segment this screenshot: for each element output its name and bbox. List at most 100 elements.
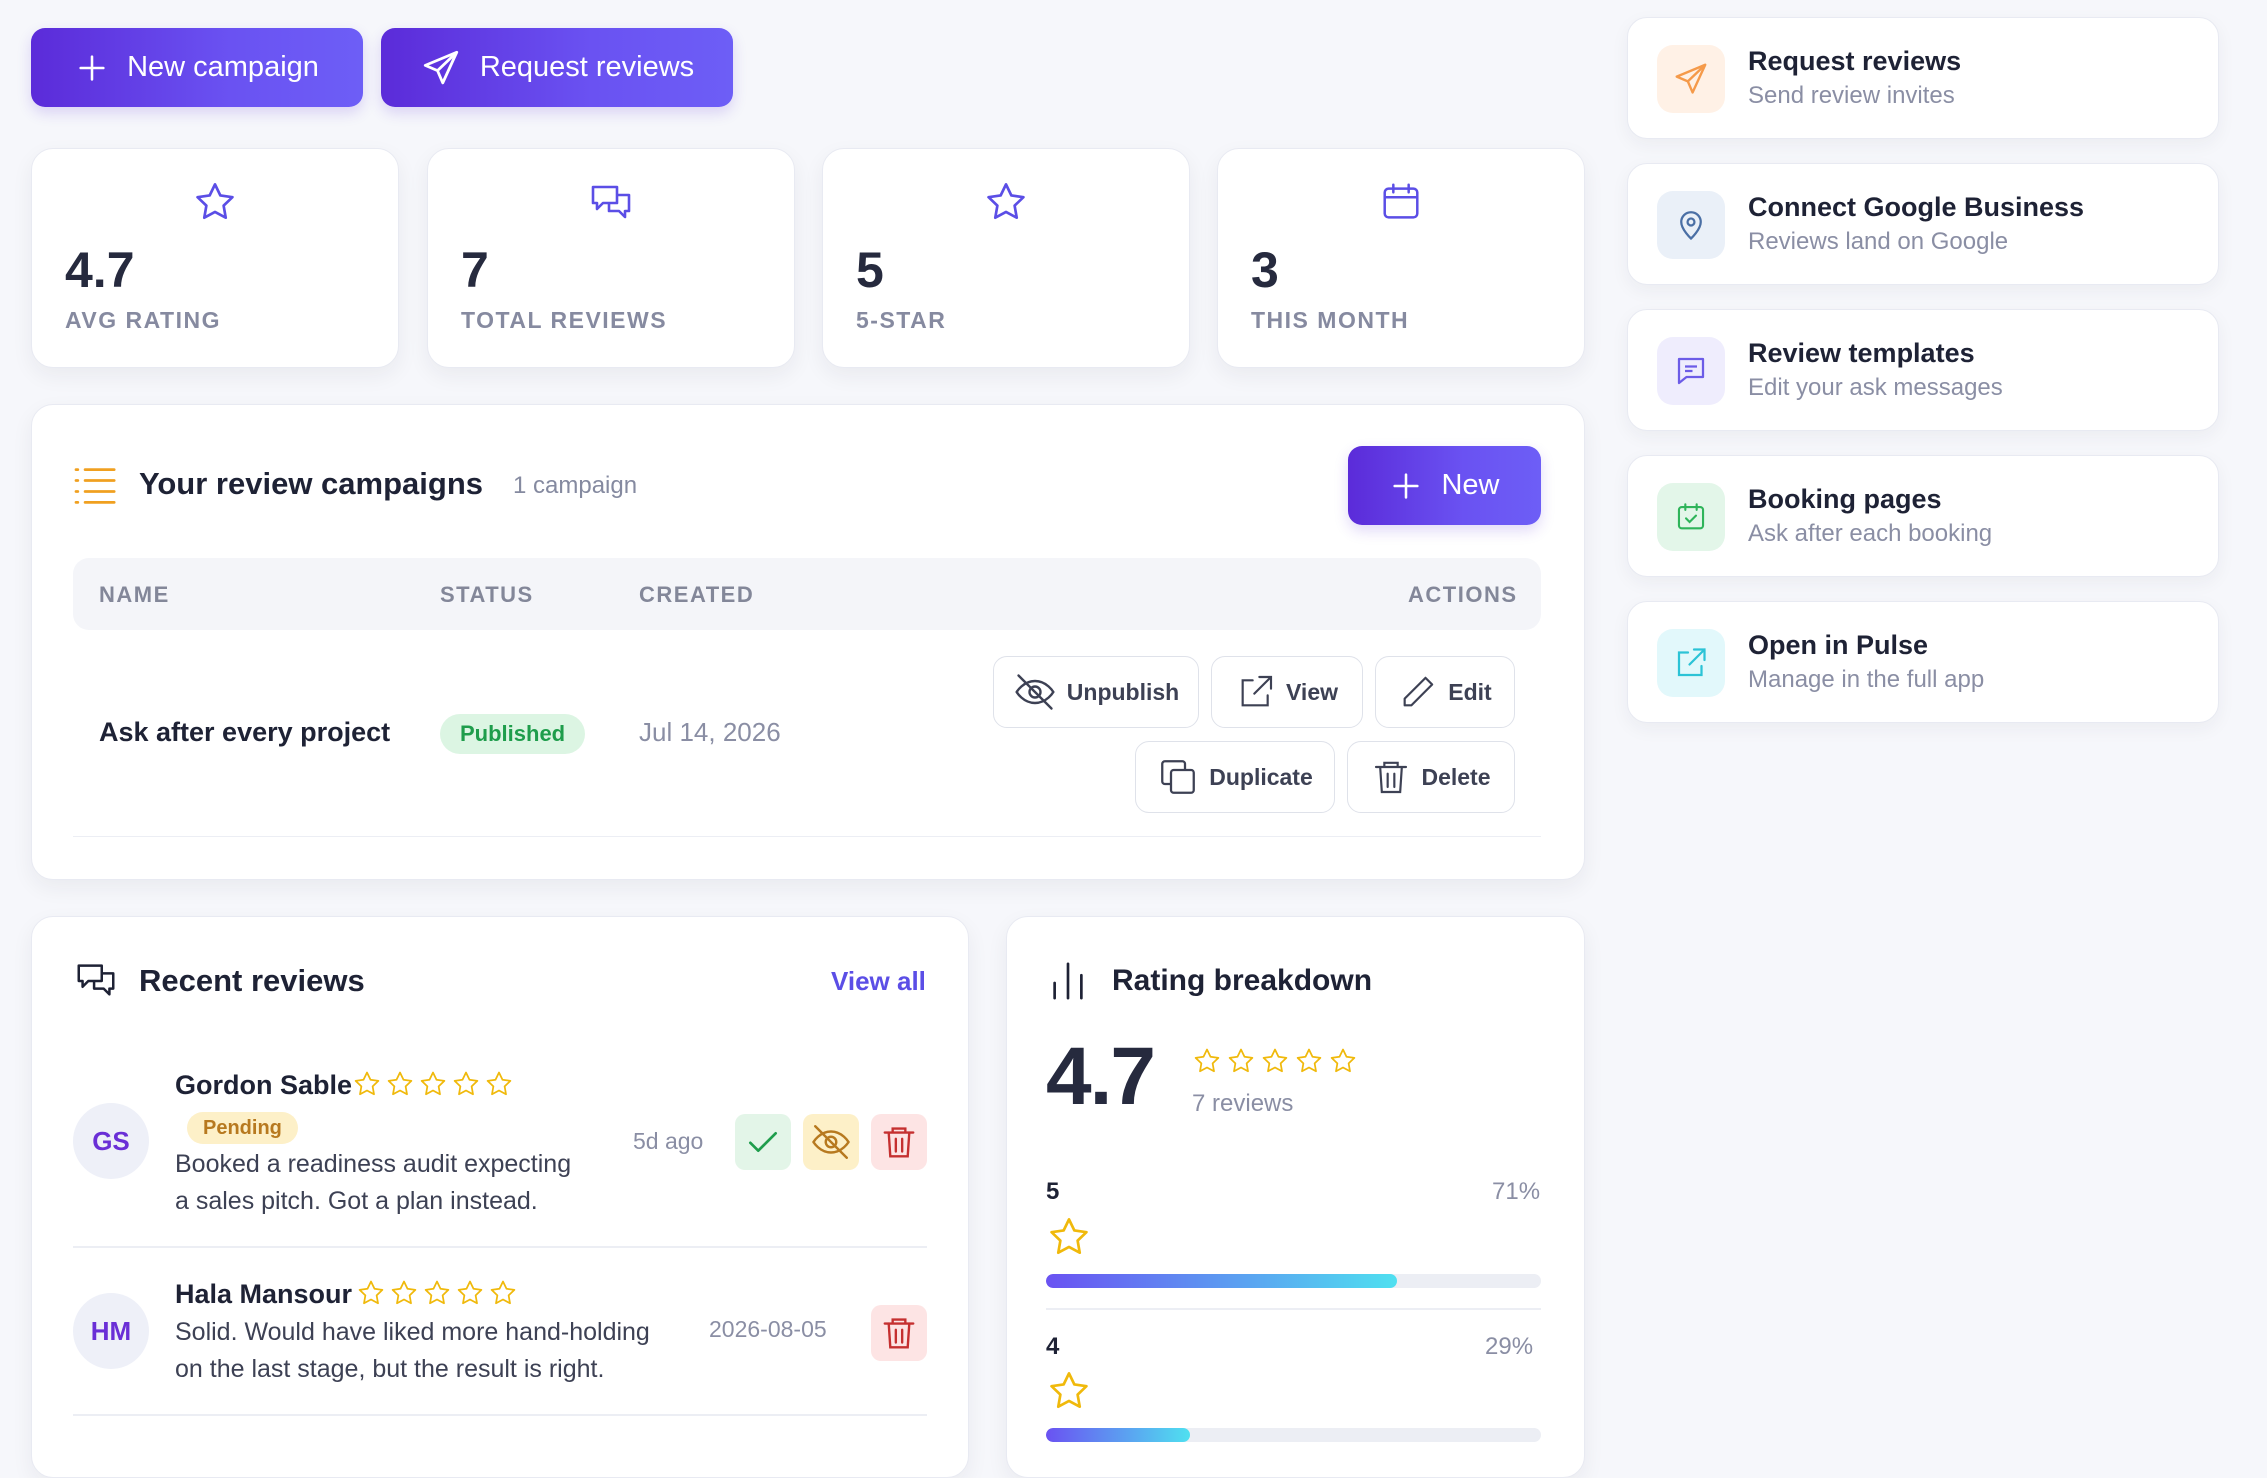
delete-review-button[interactable] bbox=[871, 1114, 927, 1170]
star-icon bbox=[196, 183, 234, 220]
eye-off-icon bbox=[1015, 674, 1055, 710]
divider bbox=[1046, 1308, 1541, 1310]
external-link-icon bbox=[1677, 648, 1706, 677]
status-badge: Published bbox=[440, 714, 586, 754]
breakdown-star-count: 5 bbox=[1046, 1178, 1060, 1205]
column-header-created[interactable]: CREATED bbox=[639, 582, 755, 607]
stat-label: TOTAL REVIEWS bbox=[461, 307, 668, 333]
sidebar-item-open-in-pulse[interactable]: Open in Pulse Manage in the full app bbox=[1627, 601, 2219, 723]
list-icon bbox=[74, 468, 116, 504]
icon-tile bbox=[1657, 337, 1725, 405]
new-label: New bbox=[1441, 469, 1500, 501]
rating-breakdown-title: Rating breakdown bbox=[1112, 964, 1373, 997]
reviewer-name: Hala Mansour bbox=[175, 1279, 353, 1309]
campaign-name[interactable]: Ask after every project bbox=[99, 717, 391, 747]
delete-label: Delete bbox=[1421, 763, 1491, 790]
divider bbox=[73, 1246, 927, 1248]
stat-card-five-star: 5 5-STAR bbox=[822, 148, 1190, 368]
sidebar-item-review-templates[interactable]: Review templates Edit your ask messages bbox=[1627, 309, 2219, 431]
sidebar-item-connect-google[interactable]: Connect Google Business Reviews land on … bbox=[1627, 163, 2219, 285]
delete-button[interactable]: Delete bbox=[1347, 741, 1515, 813]
stat-value: 4.7 bbox=[65, 242, 135, 298]
duplicate-button[interactable]: Duplicate bbox=[1135, 741, 1335, 813]
review-text-line: Solid. Would have liked more hand-holdin… bbox=[175, 1318, 650, 1346]
star-icon bbox=[387, 1071, 413, 1096]
request-reviews-button[interactable]: Request reviews bbox=[381, 28, 733, 107]
delete-review-button[interactable] bbox=[871, 1305, 927, 1361]
stat-card-this-month: 3 THIS MONTH bbox=[1217, 148, 1585, 368]
paper-plane-icon bbox=[1675, 63, 1707, 94]
star-rating bbox=[352, 1069, 514, 1099]
star-icon bbox=[457, 1280, 483, 1305]
sidebar-item-booking-pages[interactable]: Booking pages Ask after each booking bbox=[1627, 455, 2219, 577]
unpublish-label: Unpublish bbox=[1066, 678, 1180, 705]
pending-badge: Pending bbox=[187, 1112, 298, 1144]
avatar: HM bbox=[73, 1293, 149, 1369]
star-icon bbox=[1262, 1048, 1288, 1073]
breakdown-star-count: 4 bbox=[1046, 1333, 1060, 1360]
edit-button[interactable]: Edit bbox=[1375, 656, 1515, 728]
icon-tile bbox=[1657, 483, 1725, 551]
sidebar-item-title: Booking pages bbox=[1748, 484, 1942, 514]
eye-off-icon bbox=[812, 1125, 850, 1159]
star-icon bbox=[391, 1280, 417, 1305]
chat-bubbles-icon bbox=[77, 964, 115, 996]
new-button[interactable]: New bbox=[1348, 446, 1541, 525]
review-time: 5d ago bbox=[633, 1128, 704, 1154]
column-header-name[interactable]: NAME bbox=[99, 582, 170, 607]
breakdown-bar-fill bbox=[1046, 1274, 1398, 1288]
stat-card-total-reviews: 7 TOTAL REVIEWS bbox=[427, 148, 795, 368]
column-header-status[interactable]: STATUS bbox=[440, 582, 534, 607]
view-button[interactable]: View bbox=[1211, 656, 1363, 728]
stat-value: 3 bbox=[1251, 242, 1279, 298]
plus-icon bbox=[79, 54, 105, 81]
duplicate-label: Duplicate bbox=[1209, 763, 1313, 790]
view-label: View bbox=[1286, 678, 1338, 705]
star-icon bbox=[1296, 1048, 1322, 1073]
new-campaign-button[interactable]: New campaign bbox=[31, 28, 363, 107]
stat-value: 5 bbox=[856, 242, 884, 298]
star-icon bbox=[453, 1071, 479, 1096]
star-icon bbox=[358, 1280, 384, 1305]
star-rating bbox=[1192, 1046, 1358, 1076]
trash-icon bbox=[883, 1127, 915, 1158]
created-date: Jul 14, 2026 bbox=[639, 717, 781, 747]
recent-reviews-panel bbox=[31, 916, 969, 1478]
copy-icon bbox=[1161, 760, 1196, 794]
stat-label: 5-STAR bbox=[856, 307, 947, 333]
hide-button[interactable] bbox=[803, 1114, 859, 1170]
icon-tile bbox=[1657, 629, 1725, 697]
stat-card-avg-rating: 4.7 AVG RATING bbox=[31, 148, 399, 368]
star-icon bbox=[354, 1071, 380, 1096]
campaigns-title: Your review campaigns bbox=[139, 466, 483, 501]
calendar-check-icon bbox=[1677, 503, 1705, 530]
view-all-link[interactable]: View all bbox=[831, 966, 926, 996]
sidebar-item-title: Review templates bbox=[1748, 338, 1975, 368]
star-icon bbox=[490, 1280, 516, 1305]
star-icon bbox=[424, 1280, 450, 1305]
star-icon bbox=[1330, 1048, 1356, 1073]
message-square-icon bbox=[1677, 357, 1705, 385]
rating-breakdown-panel bbox=[1006, 916, 1585, 1478]
star-icon bbox=[486, 1071, 512, 1096]
stat-label: AVG RATING bbox=[65, 307, 221, 333]
bar-chart-icon bbox=[1053, 962, 1083, 1000]
breakdown-percent: 71% bbox=[1492, 1178, 1541, 1205]
unpublish-button[interactable]: Unpublish bbox=[993, 656, 1199, 728]
star-icon bbox=[420, 1071, 446, 1096]
pencil-icon bbox=[1403, 676, 1434, 707]
star-icon bbox=[1050, 1372, 1088, 1409]
approve-button[interactable] bbox=[735, 1114, 791, 1170]
new-campaign-label: New campaign bbox=[127, 51, 319, 83]
review-count: 7 reviews bbox=[1192, 1090, 1294, 1117]
icon-tile bbox=[1657, 45, 1725, 113]
breakdown-bar-track bbox=[1046, 1428, 1541, 1442]
sidebar-item-subtitle: Send review invites bbox=[1748, 82, 1955, 109]
star-icon bbox=[1050, 1218, 1088, 1255]
sidebar-item-subtitle: Edit your ask messages bbox=[1748, 374, 2003, 401]
sidebar-item-request-reviews[interactable]: Request reviews Send review invites bbox=[1627, 17, 2219, 139]
average-rating: 4.7 bbox=[1046, 1031, 1156, 1122]
edit-label: Edit bbox=[1448, 678, 1492, 705]
map-pin-icon bbox=[1680, 211, 1702, 241]
chat-bubbles-icon bbox=[591, 185, 631, 219]
